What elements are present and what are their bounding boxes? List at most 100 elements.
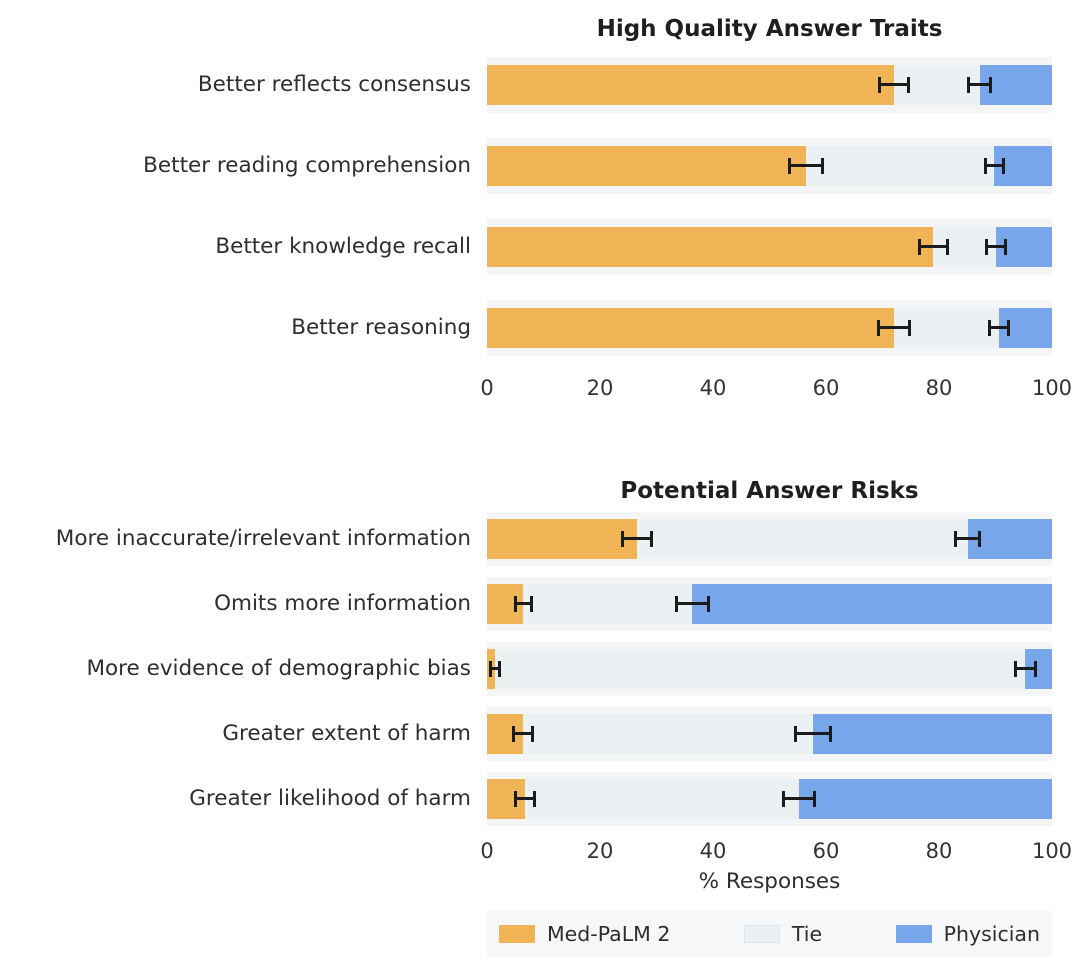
x-tick-label: 20 — [586, 376, 614, 400]
chart-row: Greater extent of harm — [0, 701, 1080, 766]
medpalm-segment — [487, 307, 894, 348]
med-palm-swatch — [499, 925, 535, 943]
medpalm-errorbar — [788, 157, 825, 174]
category-label: Greater likelihood of harm — [189, 786, 471, 811]
medpalm-errorbar — [512, 725, 535, 742]
tie-segment — [524, 778, 799, 819]
medpalm-segment — [487, 226, 934, 267]
legend-label: Tie — [791, 922, 823, 946]
category-label: Better knowledge recall — [215, 234, 471, 259]
category-label: More inaccurate/irrelevant information — [55, 526, 471, 551]
medpalm-errorbar — [513, 595, 533, 612]
physician-errorbar — [984, 238, 1008, 255]
row-band — [487, 511, 1052, 566]
stacked-bar — [487, 145, 1052, 186]
row-band — [487, 576, 1052, 631]
x-axis-label: % Responses — [698, 869, 841, 894]
stacked-bar — [487, 64, 1052, 105]
medpalm-errorbar — [620, 530, 653, 547]
chart-row: More evidence of demographic bias — [0, 636, 1080, 701]
row-band — [487, 641, 1052, 696]
category-label: Better reading comprehension — [143, 153, 471, 178]
stacked-bar — [487, 583, 1052, 624]
physician-errorbar — [1014, 660, 1037, 677]
chart-row: Better reflects consensus — [0, 44, 1080, 125]
tie-segment — [523, 583, 693, 624]
stacked-bar — [487, 518, 1052, 559]
medpalm-segment — [487, 64, 894, 105]
legend-item-physician: Physician — [895, 922, 1040, 946]
row-band — [487, 771, 1052, 826]
chart-row: Omits more information — [0, 571, 1080, 636]
legend-item-med-palm: Med-PaLM 2 — [499, 922, 670, 946]
physician-errorbar — [794, 725, 832, 742]
legend-label: Physician — [943, 922, 1040, 946]
medpalm-segment — [487, 145, 807, 186]
chart-rows: More inaccurate/irrelevant information Om… — [0, 506, 1080, 831]
x-tick-label: 0 — [480, 839, 494, 863]
physician-errorbar — [781, 790, 816, 807]
x-tick-label: 80 — [925, 376, 953, 400]
category-label: Better reflects consensus — [197, 72, 471, 97]
x-tick-label: 40 — [699, 839, 727, 863]
legend-item-tie: Tie — [743, 922, 823, 946]
category-label: Omits more information — [214, 591, 471, 616]
category-label: Better reasoning — [291, 315, 471, 340]
tie-segment — [806, 145, 995, 186]
medpalm-errorbar — [877, 76, 910, 93]
x-tick-label: 100 — [1031, 376, 1073, 400]
x-tick-label: 80 — [925, 839, 953, 863]
physician-swatch — [895, 925, 932, 943]
physician-errorbar — [984, 157, 1005, 174]
medpalm-errorbar — [876, 319, 911, 336]
category-label: Greater extent of harm — [222, 721, 471, 746]
chart-row: Greater likelihood of harm — [0, 766, 1080, 831]
chart-row: More inaccurate/irrelevant information — [0, 506, 1080, 571]
medpalm-errorbar — [489, 660, 501, 677]
chart-row: Better reasoning — [0, 287, 1080, 368]
row-band — [487, 706, 1052, 761]
physician-segment — [692, 583, 1052, 624]
row-band — [487, 299, 1052, 356]
physician-errorbar — [987, 319, 1011, 336]
stacked-bar — [487, 713, 1052, 754]
tie-segment — [523, 713, 813, 754]
x-tick-label: 60 — [812, 839, 840, 863]
chart-row: Better knowledge recall — [0, 206, 1080, 287]
x-tick-label: 40 — [699, 376, 727, 400]
x-tick-label: 20 — [586, 839, 614, 863]
x-tick-label: 60 — [812, 376, 840, 400]
medpalm-segment — [487, 518, 637, 559]
physician-errorbar — [967, 76, 993, 93]
tie-swatch — [743, 925, 780, 943]
chart-potential-answer-risks: Potential Answer Risks More inaccurate/i… — [0, 462, 1080, 957]
medpalm-errorbar — [918, 238, 949, 255]
medpalm-errorbar — [513, 790, 537, 807]
physician-segment — [967, 518, 1052, 559]
legend: Med-PaLM 2 Tie Physician — [487, 911, 1052, 957]
chart-title: Potential Answer Risks — [620, 478, 919, 504]
row-band — [487, 218, 1052, 275]
x-tick-label: 100 — [1031, 839, 1073, 863]
physician-segment — [798, 778, 1052, 819]
row-band — [487, 137, 1052, 194]
stacked-bar — [487, 648, 1052, 689]
chart-rows: Better reflects consensus Better reading … — [0, 44, 1080, 368]
physician-errorbar — [954, 530, 982, 547]
tie-segment — [494, 648, 1026, 689]
legend-label: Med-PaLM 2 — [547, 922, 671, 946]
physician-segment — [813, 713, 1052, 754]
row-band — [487, 56, 1052, 113]
stacked-bar — [487, 778, 1052, 819]
stacked-bar — [487, 307, 1052, 348]
physician-errorbar — [674, 595, 710, 612]
chart-title: High Quality Answer Traits — [596, 16, 943, 42]
x-axis: 0 20 40 60 80 100 — [480, 368, 1072, 402]
chart-high-quality-answer-traits: High Quality Answer Traits Better reflec… — [0, 0, 1080, 402]
x-axis: 0 20 40 60 80 100 — [480, 831, 1072, 865]
x-tick-label: 0 — [480, 376, 494, 400]
tie-segment — [636, 518, 968, 559]
tie-segment — [893, 307, 999, 348]
stacked-bar — [487, 226, 1052, 267]
